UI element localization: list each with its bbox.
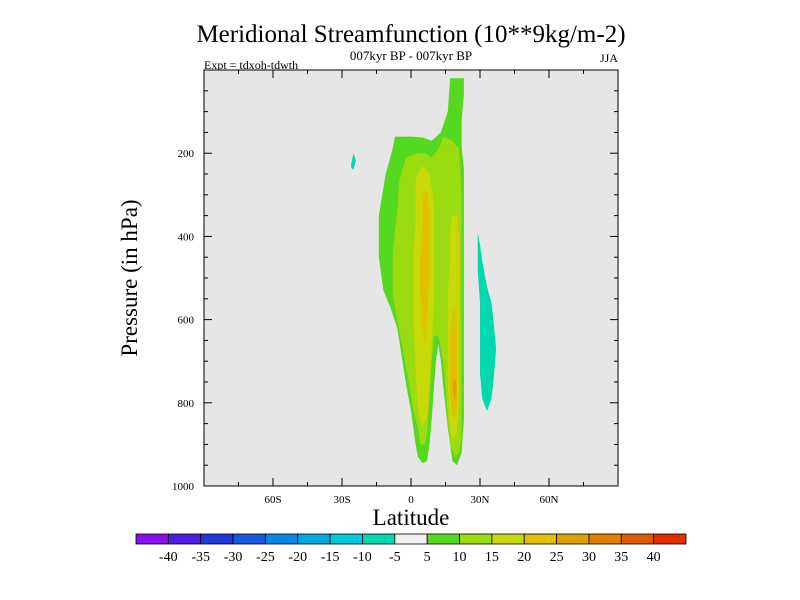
colorbar-swatch-6 bbox=[329, 533, 363, 545]
x-tick-label: 60N bbox=[540, 494, 559, 506]
colorbar-label: 10 bbox=[453, 550, 467, 565]
x-tick-label: 0 bbox=[408, 494, 414, 506]
colorbar-label: -25 bbox=[256, 550, 275, 565]
colorbar-swatch-16 bbox=[653, 533, 687, 545]
colorbar-swatch-12 bbox=[523, 533, 557, 545]
colorbar-swatch-8 bbox=[394, 533, 428, 545]
colorbar-label: -10 bbox=[353, 550, 372, 565]
colorbar-swatch-0 bbox=[135, 533, 169, 545]
colorbar-label: 40 bbox=[647, 550, 661, 565]
chart-title: Meridional Streamfunction (10**9kg/m-2) bbox=[196, 21, 625, 48]
colorbar-swatch-11 bbox=[491, 533, 525, 545]
contour-region-1 bbox=[351, 153, 356, 170]
colorbar-label: -30 bbox=[224, 550, 243, 565]
contour-regions bbox=[351, 78, 497, 466]
colorbar-label: 15 bbox=[485, 550, 499, 565]
colorbar-label: 30 bbox=[582, 550, 596, 565]
colorbar-label: -40 bbox=[159, 550, 178, 565]
colorbar-label: 25 bbox=[550, 550, 564, 565]
colorbar-label: -35 bbox=[191, 550, 210, 565]
colorbar-swatch-3 bbox=[232, 533, 266, 545]
contour-region-0 bbox=[477, 232, 497, 412]
colorbar-swatch-15 bbox=[620, 533, 655, 545]
experiment-label: Expt = tdxoh-tdwth bbox=[204, 58, 298, 72]
x-tick-label: 60S bbox=[264, 494, 281, 506]
chart-subtitle: 007kyr BP - 007kyr BP bbox=[350, 48, 472, 63]
colorbar-label: -5 bbox=[389, 550, 401, 565]
colorbar-swatch-1 bbox=[167, 533, 202, 545]
y-axis-label: Pressure (in hPa) bbox=[117, 199, 142, 356]
colorbar-swatch-14 bbox=[588, 533, 622, 545]
season-label: JJA bbox=[600, 51, 618, 65]
colorbar-swatch-13 bbox=[556, 533, 590, 545]
colorbar-swatch-5 bbox=[297, 533, 331, 545]
colorbar-swatch-9 bbox=[426, 533, 460, 545]
y-tick-label: 600 bbox=[178, 315, 195, 327]
y-tick-label: 800 bbox=[178, 398, 195, 410]
colorbar-swatch-2 bbox=[200, 533, 234, 545]
colorbar-swatch-10 bbox=[459, 533, 493, 545]
plot-area: 60S 30S 0 30N 60N 200 400 600 800 1000 bbox=[172, 69, 619, 506]
y-tick-label: 200 bbox=[178, 148, 195, 160]
colorbar-label: 35 bbox=[614, 550, 628, 565]
contour-region-6 bbox=[420, 190, 430, 345]
contour-region-8 bbox=[452, 377, 457, 403]
axis-ticks: 60S 30S 0 30N 60N 200 400 600 800 1000 bbox=[172, 70, 618, 506]
x-tick-label: 30S bbox=[333, 494, 350, 506]
colorbar-label: -20 bbox=[288, 550, 307, 565]
y-tick-label: 400 bbox=[178, 231, 195, 243]
colorbar-label: 5 bbox=[424, 550, 431, 565]
colorbar-swatch-7 bbox=[362, 533, 396, 545]
colorbar: -40 -35 -30 -25 -20 -15 -10 -5 5 10 15 20 25 30 35 40 bbox=[135, 533, 687, 565]
colorbar-label: -15 bbox=[321, 550, 340, 565]
x-axis-label: Latitude bbox=[373, 505, 450, 530]
colorbar-swatch-4 bbox=[265, 533, 299, 545]
x-tick-label: 30N bbox=[471, 494, 490, 506]
y-tick-label: 1000 bbox=[172, 481, 195, 493]
colorbar-label: 20 bbox=[517, 550, 531, 565]
